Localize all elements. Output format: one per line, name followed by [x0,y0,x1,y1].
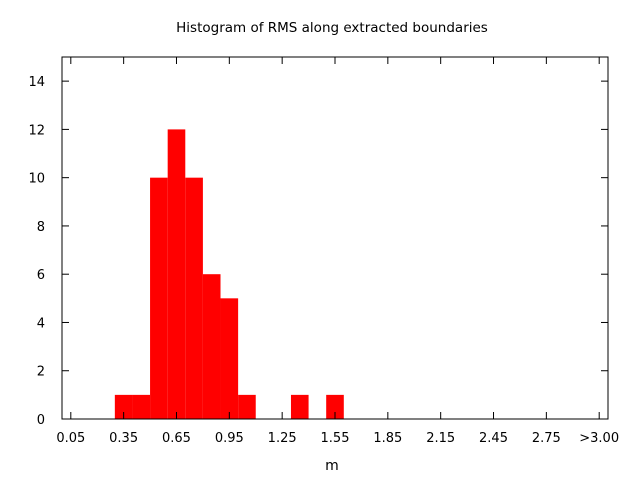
y-tick-label: 4 [37,316,45,331]
x-tick-label: 0.05 [56,431,85,446]
histogram-bar [238,394,256,419]
x-tick-label: >3.00 [579,431,619,446]
bars-group [114,129,344,419]
x-tick-label: 1.85 [373,431,402,446]
y-tick-label: 2 [37,365,45,380]
histogram-bar [167,129,186,419]
y-tick-label: 8 [37,220,45,235]
histogram-bar [150,177,168,419]
histogram-bar [326,394,344,419]
histogram-bar [114,394,133,419]
ticks-group: 0.05 0.35 0.65 0.95 1.25 1.55 1.85 2.15 2.45 2.75… [28,57,619,446]
x-tick-label: 2.75 [532,431,561,446]
plot-frame [61,56,609,420]
x-tick-label: 0.95 [215,431,244,446]
x-axis-label: m [325,458,339,474]
x-tick-label: 0.65 [162,431,191,446]
histogram-bar [290,394,309,419]
histogram-bar [132,394,151,419]
y-tick-label: 12 [28,123,45,138]
y-tick-label: 14 [28,75,45,90]
y-tick-label: 6 [37,268,45,283]
x-tick-label: 2.45 [479,431,508,446]
x-tick-label: 1.55 [321,431,350,446]
x-tick-label: 0.35 [109,431,138,446]
x-tick-label: 1.25 [268,431,297,446]
x-tick-label: 2.15 [426,431,455,446]
histogram-bar [202,274,221,419]
histogram-bar [220,298,239,419]
histogram-bar [185,177,203,419]
y-tick-label: 0 [37,413,45,428]
chart-title: Histogram of RMS along extracted boundar… [176,20,488,36]
y-tick-label: 10 [28,172,45,187]
